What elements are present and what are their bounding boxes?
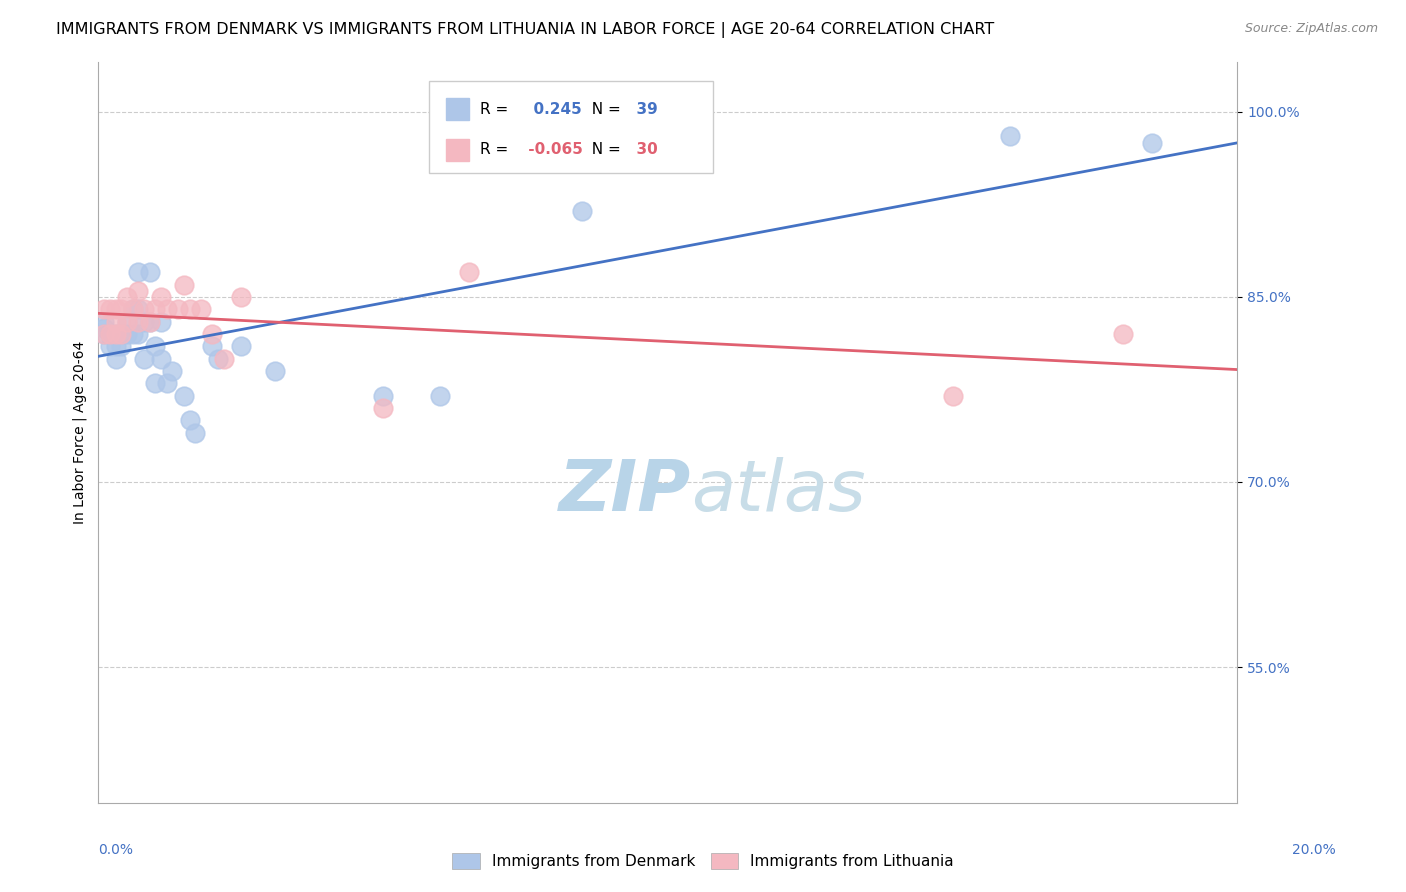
Point bbox=[264, 364, 287, 378]
Point bbox=[132, 302, 155, 317]
Point bbox=[127, 315, 149, 329]
Point bbox=[110, 326, 132, 341]
Text: ZIP: ZIP bbox=[558, 458, 690, 526]
Point bbox=[457, 265, 479, 279]
Text: R =: R = bbox=[479, 143, 508, 157]
Text: 39: 39 bbox=[626, 102, 658, 117]
Point bbox=[132, 315, 155, 329]
Point bbox=[145, 376, 167, 391]
Point bbox=[429, 389, 451, 403]
Point bbox=[93, 326, 115, 341]
Point bbox=[93, 326, 115, 341]
Point bbox=[98, 326, 121, 341]
Point bbox=[942, 389, 965, 403]
Point bbox=[93, 320, 115, 334]
Point bbox=[127, 302, 149, 317]
Text: 0.0%: 0.0% bbox=[98, 843, 134, 857]
Point bbox=[145, 302, 167, 317]
Y-axis label: In Labor Force | Age 20-64: In Labor Force | Age 20-64 bbox=[73, 341, 87, 524]
Point bbox=[115, 315, 138, 329]
Point bbox=[121, 302, 143, 317]
Text: atlas: atlas bbox=[690, 458, 865, 526]
Text: 20.0%: 20.0% bbox=[1292, 843, 1336, 857]
Point bbox=[173, 389, 195, 403]
Point bbox=[98, 302, 121, 317]
Point bbox=[229, 339, 252, 353]
Point bbox=[115, 326, 138, 341]
Point bbox=[98, 326, 121, 341]
Point bbox=[179, 413, 201, 427]
FancyBboxPatch shape bbox=[446, 138, 468, 161]
Point bbox=[127, 284, 149, 298]
Point bbox=[138, 315, 160, 329]
Point bbox=[104, 326, 127, 341]
Text: Source: ZipAtlas.com: Source: ZipAtlas.com bbox=[1244, 22, 1378, 36]
Point bbox=[115, 315, 138, 329]
Point bbox=[121, 326, 143, 341]
Point bbox=[110, 326, 132, 341]
Point bbox=[156, 376, 179, 391]
Point bbox=[190, 302, 212, 317]
Point bbox=[150, 351, 173, 366]
Point bbox=[207, 351, 229, 366]
Text: IMMIGRANTS FROM DENMARK VS IMMIGRANTS FROM LITHUANIA IN LABOR FORCE | AGE 20-64 : IMMIGRANTS FROM DENMARK VS IMMIGRANTS FR… bbox=[56, 22, 994, 38]
Point bbox=[98, 339, 121, 353]
FancyBboxPatch shape bbox=[429, 81, 713, 173]
Point bbox=[104, 351, 127, 366]
Point bbox=[110, 339, 132, 353]
Point bbox=[138, 315, 160, 329]
Point bbox=[184, 425, 207, 440]
Point bbox=[173, 277, 195, 292]
Point bbox=[179, 302, 201, 317]
Point bbox=[212, 351, 235, 366]
Point bbox=[145, 339, 167, 353]
Point bbox=[1112, 326, 1135, 341]
Point bbox=[121, 302, 143, 317]
Point bbox=[132, 351, 155, 366]
Point bbox=[110, 302, 132, 317]
FancyBboxPatch shape bbox=[446, 98, 468, 120]
Point bbox=[104, 339, 127, 353]
Text: 30: 30 bbox=[626, 143, 658, 157]
Point bbox=[373, 401, 395, 415]
Point bbox=[115, 290, 138, 304]
Point bbox=[229, 290, 252, 304]
Text: 0.245: 0.245 bbox=[523, 102, 582, 117]
Point bbox=[104, 302, 127, 317]
Point bbox=[162, 364, 184, 378]
Point bbox=[1140, 136, 1163, 150]
Point bbox=[138, 265, 160, 279]
Legend: Immigrants from Denmark, Immigrants from Lithuania: Immigrants from Denmark, Immigrants from… bbox=[446, 847, 960, 875]
Point bbox=[93, 315, 115, 329]
Text: N =: N = bbox=[582, 102, 621, 117]
Point bbox=[150, 290, 173, 304]
Point bbox=[150, 315, 173, 329]
Point bbox=[104, 326, 127, 341]
Point bbox=[373, 389, 395, 403]
Text: -0.065: -0.065 bbox=[523, 143, 583, 157]
Point bbox=[127, 326, 149, 341]
Point bbox=[127, 265, 149, 279]
Text: N =: N = bbox=[582, 143, 621, 157]
Point bbox=[998, 129, 1021, 144]
Point bbox=[201, 326, 224, 341]
Point bbox=[104, 315, 127, 329]
Point bbox=[156, 302, 179, 317]
Point bbox=[167, 302, 190, 317]
Point bbox=[201, 339, 224, 353]
Text: R =: R = bbox=[479, 102, 508, 117]
Point bbox=[571, 203, 593, 218]
Point bbox=[93, 302, 115, 317]
